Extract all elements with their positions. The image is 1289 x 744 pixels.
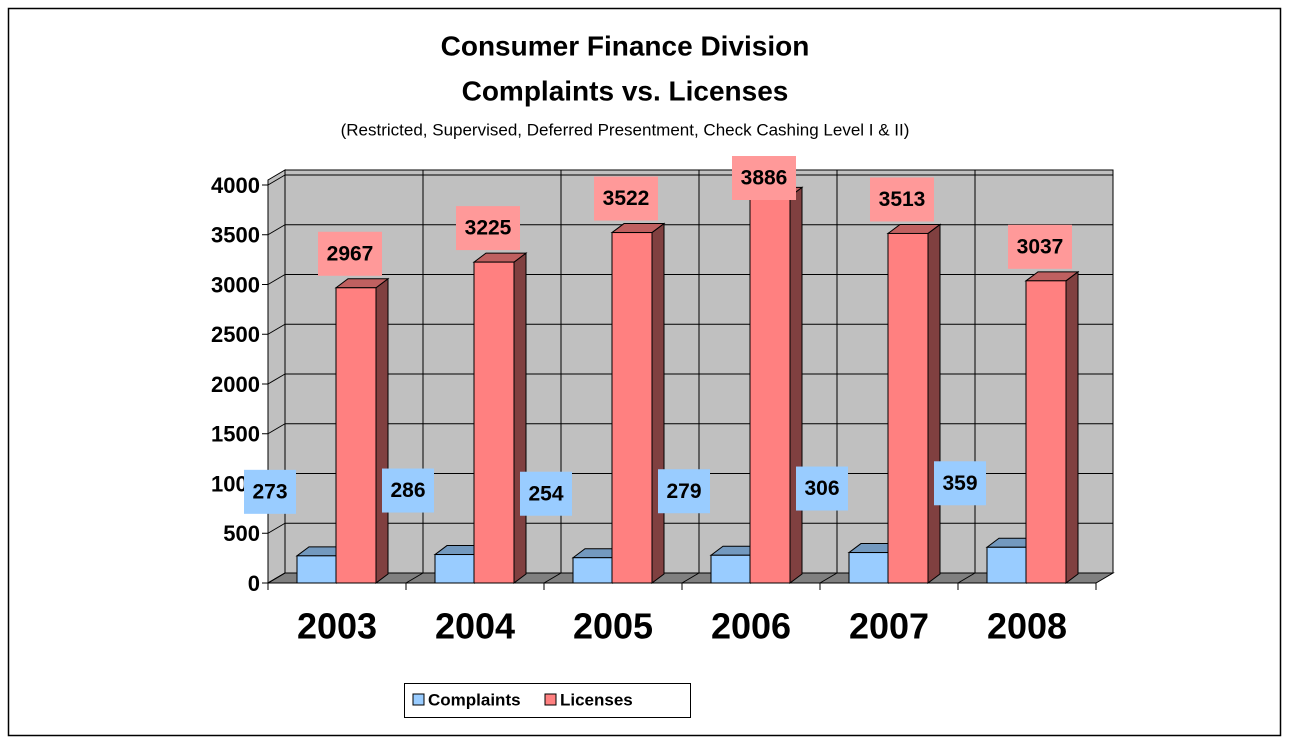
floor-line [267,572,286,584]
y-tick-label: 3000 [211,272,260,297]
bar [611,232,653,584]
data-label-box [520,471,572,516]
bar-side [1065,270,1079,584]
grid-line [267,373,286,385]
data-label: 359 [942,472,977,495]
x-tick-label: 2004 [435,606,515,647]
legend-label: Complaints [428,690,521,709]
x-tick-label: 2003 [297,606,377,647]
data-label: 3522 [603,187,650,210]
x-tick-label: 2005 [573,606,653,647]
data-label: 3225 [465,217,512,240]
chart-title: Complaints vs. Licenses [462,75,789,106]
chart-title: Consumer Finance Division [441,30,810,61]
bar [986,546,1028,584]
data-label-box [1008,224,1072,269]
data-label-box [382,468,434,513]
data-label-box [244,469,296,514]
bar-side [789,186,803,584]
bar [434,554,476,584]
x-tick-label: 2008 [987,606,1067,647]
data-label-box [796,466,848,511]
bar-side [375,277,389,584]
grid-line [267,522,286,534]
y-tick-label: 0 [248,571,260,596]
bar-side [513,252,527,584]
data-label-box [870,177,934,222]
data-label: 3886 [741,167,788,190]
y-tick-label: 3500 [211,223,260,248]
y-tick-label: 500 [223,521,260,546]
data-label-box [456,206,520,251]
bar [296,555,338,584]
y-tick-label: 1500 [211,422,260,447]
bar-side [651,222,665,584]
floor-line [543,572,562,584]
data-label: 286 [390,479,425,502]
grid-line [267,224,286,236]
legend-swatch [412,693,425,706]
chart-subtitle: (Restricted, Supervised, Deferred Presen… [341,120,910,139]
data-label: 3037 [1017,235,1064,258]
grid-line [267,423,286,435]
floor-line [405,572,424,584]
data-label-box [934,461,986,506]
grid-line [267,174,286,186]
grid-line [267,274,286,285]
bar [710,554,752,584]
bar-side [927,223,941,584]
data-label: 3513 [879,188,926,211]
data-label-box [318,231,382,276]
x-tick-label: 2006 [711,606,791,647]
y-tick-label: 2000 [211,372,260,397]
data-label: 306 [804,477,839,500]
y-tick-label: 4000 [211,173,260,198]
data-label-box [594,176,658,221]
bar [887,232,929,584]
floor-line [957,572,976,584]
bar [848,552,890,584]
legend-label: Licenses [560,690,633,709]
bar [335,287,377,584]
data-label-box [732,156,796,200]
data-label: 2967 [327,242,374,265]
side-wall [267,169,286,584]
bar [749,195,791,584]
data-label: 279 [666,480,701,503]
grid-line [267,323,286,335]
data-label: 254 [528,482,563,505]
legend-swatch [544,693,557,706]
data-label-box [658,469,710,514]
bar [1025,280,1067,584]
floor-line [681,572,700,584]
bar [473,261,515,584]
y-tick-label: 2500 [211,322,260,347]
floor-line [819,572,838,584]
x-tick-label: 2007 [849,606,929,647]
data-label: 273 [252,480,287,503]
bar [572,557,614,584]
